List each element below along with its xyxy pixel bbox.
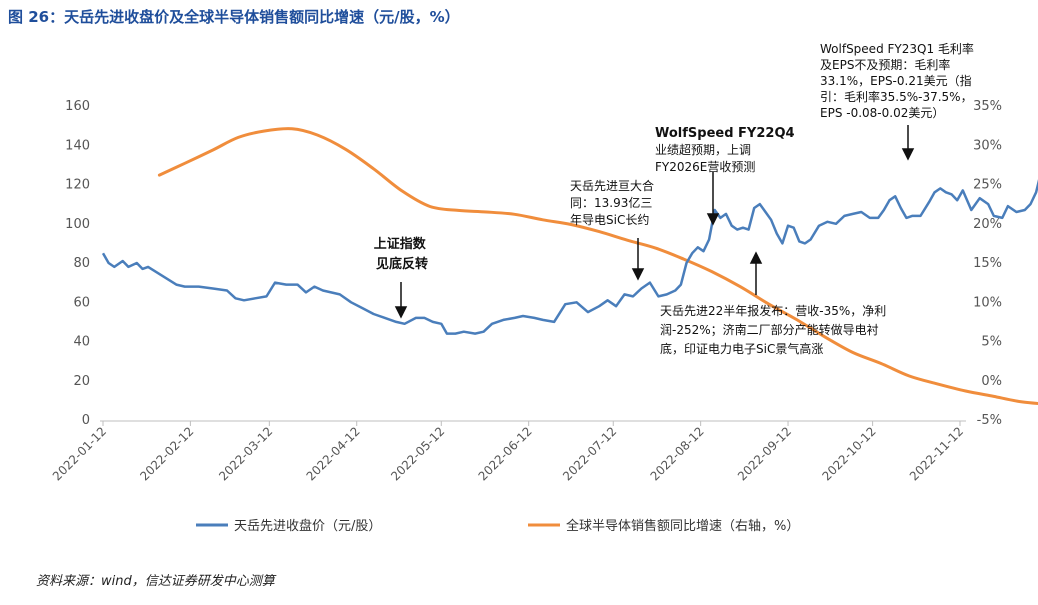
y-left-tick-label: 120 <box>65 178 90 193</box>
y-left-tick-label: 80 <box>73 256 90 271</box>
y-right-tick-label: 30% <box>973 138 1002 153</box>
y-right-tick-label: 20% <box>973 217 1002 232</box>
annotation-half-year-report: 天岳先进22半年报发布：营收-35%，净利 润-252%；济南二厂部分产能转做导… <box>660 303 890 356</box>
y-right-tick-label: -5% <box>977 413 1002 428</box>
y-right-axis: -5% 0% 5% 10% 15% 20% 25% 30% 35% <box>973 99 1002 428</box>
source-note: 资料来源：wind，信达证券研发中心测算 <box>36 574 275 589</box>
x-tick-label: 2022-10-12 <box>820 424 879 483</box>
y-left-tick-label: 160 <box>65 99 90 114</box>
series-line-tianyue-price <box>101 179 1038 335</box>
annotation-wolfspeed-fy23q1: WolfSpeed FY23Q1 毛利率 及EPS不及预期：毛利率 33.1%，… <box>820 41 978 120</box>
x-tick-label: 2022-06-12 <box>476 424 535 483</box>
y-left-tick-label: 40 <box>73 335 90 350</box>
x-tick-label: 2022-03-12 <box>216 424 275 483</box>
x-tick-label: 2022-01-12 <box>50 424 109 483</box>
series-line-global-semiconductor-growth <box>157 127 1038 405</box>
x-tick-label: 2022-11-12 <box>907 424 966 483</box>
legend-label-growth: 全球半导体销售额同比增速（右轴，%） <box>566 518 799 534</box>
y-right-tick-label: 25% <box>973 178 1002 193</box>
x-tick-label: 2022-09-12 <box>735 424 794 483</box>
annotation-sic-contract: 天岳先进亘大合 同：13.93亿三 年导电SiC长约 <box>570 178 658 227</box>
y-right-tick-label: 5% <box>981 335 1002 350</box>
x-axis: 2022-01-12 2022-02-12 2022-03-12 2022-04-12… <box>50 421 966 483</box>
y-left-tick-label: 100 <box>65 217 90 232</box>
annotation-index-bottom: 上证指数 见底反转 <box>374 236 431 272</box>
y-right-tick-label: 10% <box>973 295 1002 310</box>
annotation-wolfspeed-fy22q4: WolfSpeed FY22Q4 业绩超预期，上调 FY2026E营收预测 <box>655 126 798 174</box>
x-tick-label: 2022-05-12 <box>388 424 447 483</box>
y-left-tick-label: 0 <box>82 413 90 428</box>
x-tick-label: 2022-07-12 <box>560 424 619 483</box>
annotation-arrows <box>394 125 915 319</box>
y-left-tick-label: 60 <box>73 295 90 310</box>
x-tick-label: 2022-04-12 <box>304 424 363 483</box>
y-left-tick-label: 20 <box>73 374 90 389</box>
y-right-tick-label: 15% <box>973 256 1002 271</box>
x-tick-label: 2022-08-12 <box>648 424 707 483</box>
y-left-axis: 0 20 40 60 80 100 120 140 160 <box>65 99 90 428</box>
x-tick-label: 2022-02-12 <box>137 424 196 483</box>
legend-label-price: 天岳先进收盘价（元/股） <box>234 518 381 534</box>
figure-title: 图 26：天岳先进收盘价及全球半导体销售额同比增速（元/股，%） <box>8 8 460 26</box>
y-right-tick-label: 35% <box>973 99 1002 114</box>
y-left-tick-label: 140 <box>65 138 90 153</box>
legend: 天岳先进收盘价（元/股） 全球半导体销售额同比增速（右轴，%） <box>196 518 799 534</box>
y-right-tick-label: 0% <box>981 374 1002 389</box>
